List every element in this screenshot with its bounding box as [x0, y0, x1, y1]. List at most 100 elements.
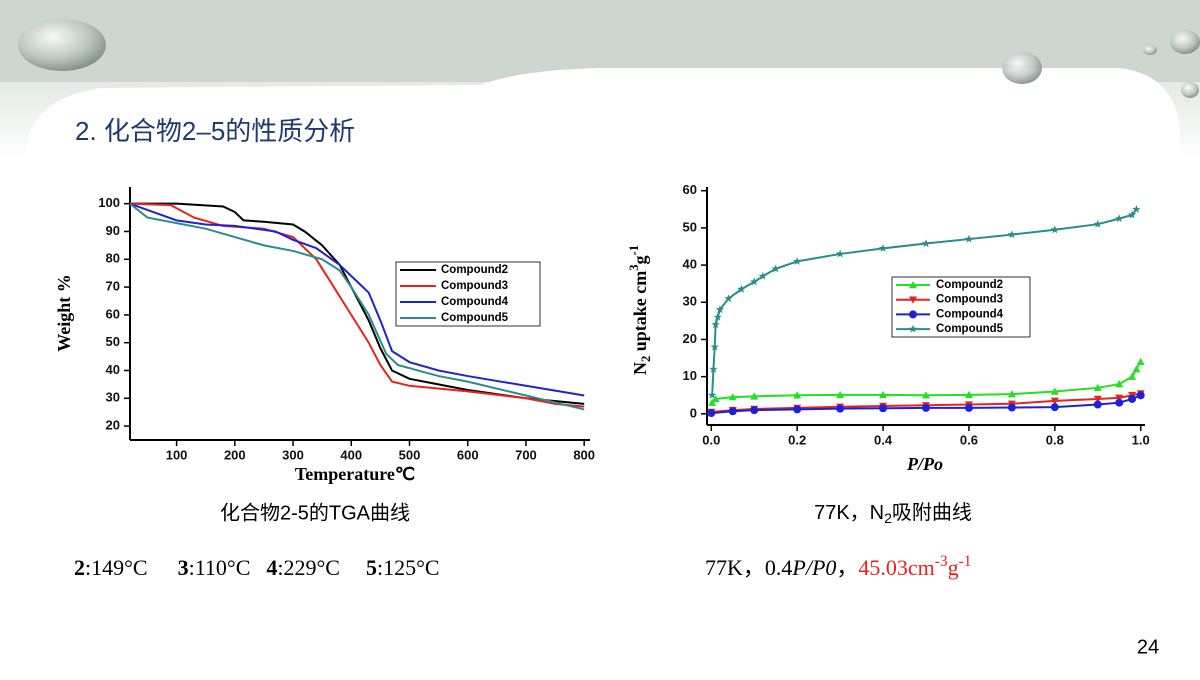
label-part: 2: [639, 356, 653, 362]
point: [836, 390, 845, 399]
note-part: P/P0: [791, 555, 836, 580]
note-part: g: [948, 555, 959, 580]
y-tick-label: 30: [683, 294, 697, 309]
note-part: 45.03cm: [858, 555, 934, 580]
point: [1136, 357, 1145, 365]
point: [1132, 365, 1141, 373]
point: [750, 392, 759, 400]
point: [1093, 383, 1102, 392]
legend-label: Compound4: [936, 308, 1004, 320]
point: [1128, 394, 1137, 403]
caption-part: 2: [884, 510, 892, 526]
point: [909, 281, 917, 289]
x-tick-label: 400: [340, 447, 362, 462]
x-tick-label: 0.0: [702, 432, 720, 447]
x-tick-label: 500: [399, 447, 421, 462]
y-tick-label: 80: [106, 251, 120, 266]
series-line: [711, 361, 1142, 404]
point: [1132, 204, 1141, 213]
point: [771, 264, 780, 273]
x-tick-label: 1.0: [1132, 432, 1150, 447]
x-tick-label: 0.8: [1046, 432, 1064, 447]
point: [715, 305, 725, 314]
legend-box: [395, 261, 541, 327]
droplet: [18, 19, 106, 71]
legend-label: Compound5: [441, 312, 509, 324]
caption: 化合物2-5的TGA曲线: [220, 501, 410, 524]
point: [908, 324, 918, 333]
x-tick-label: 0.4: [874, 432, 893, 447]
point: [711, 394, 720, 403]
point: [793, 405, 802, 414]
legend-label: Compound3: [936, 294, 1003, 306]
point: [1007, 403, 1016, 412]
point: [1115, 394, 1124, 402]
point: [964, 390, 973, 399]
y-axis-label: N2 uptake cm3g-1: [627, 245, 653, 375]
label-part: uptake cm: [630, 271, 650, 356]
note-part: -3: [935, 553, 948, 570]
point: [922, 403, 930, 412]
point: [710, 342, 719, 351]
content-panel: [25, 68, 1180, 640]
note-part: 77K，0.4: [705, 555, 792, 580]
y-tick-label: 30: [106, 390, 120, 405]
y-tick-label: 100: [98, 195, 120, 210]
point: [1093, 219, 1102, 228]
y-tick-label: 60: [106, 306, 120, 321]
onset-list: 2:149°C 3:110°C 4:229°C 5:125°C: [74, 555, 440, 580]
point: [724, 294, 733, 303]
point: [1115, 214, 1124, 223]
point: [964, 234, 974, 243]
point: [1050, 225, 1060, 234]
legend-label: Compound2: [936, 279, 1003, 291]
point: [964, 403, 973, 412]
point: [1127, 210, 1137, 219]
y-tick-label: 20: [683, 331, 697, 346]
label-part: N: [630, 362, 650, 375]
compound-id: 2: [74, 555, 85, 580]
y-tick-label: 10: [683, 368, 697, 383]
point: [922, 391, 930, 399]
point: [1128, 372, 1137, 380]
point: [879, 404, 888, 413]
compound-id: 4: [266, 555, 277, 580]
onset-temp: :110°C: [189, 555, 251, 580]
x-axis-label: P/Po: [906, 454, 943, 474]
y-tick-label: 50: [683, 219, 697, 234]
compound-id: 3: [178, 555, 189, 580]
note-part: -1: [959, 553, 972, 570]
point: [711, 320, 720, 329]
point: [792, 256, 802, 265]
point: [793, 391, 802, 399]
x-tick-label: 700: [515, 447, 537, 462]
x-tick-label: 300: [282, 447, 304, 462]
legend-label: Compound2: [441, 264, 508, 276]
series-line: [129, 202, 585, 408]
series-line: [129, 202, 585, 411]
label-part: g: [630, 255, 650, 264]
point: [1115, 380, 1124, 388]
point: [1136, 391, 1145, 400]
point: [909, 296, 917, 304]
legend-label: Compound3: [441, 280, 508, 292]
point: [1050, 397, 1059, 405]
series-line: [129, 202, 585, 397]
point: [709, 364, 718, 373]
droplet: [1170, 30, 1200, 54]
droplet: [1002, 52, 1042, 84]
caption-part: 77K，N: [814, 502, 884, 524]
caption-part: 吸附曲线: [892, 501, 972, 524]
onset-temp: :229°C: [277, 555, 340, 580]
point: [737, 284, 746, 293]
y-tick-label: 0: [690, 405, 697, 420]
caption: 77K，N2吸附曲线: [814, 501, 972, 525]
legend-label: Compound4: [441, 296, 509, 308]
y-tick-label: 40: [106, 362, 120, 377]
point: [1115, 398, 1124, 407]
point: [728, 393, 737, 401]
point: [707, 390, 717, 399]
point: [879, 390, 888, 399]
